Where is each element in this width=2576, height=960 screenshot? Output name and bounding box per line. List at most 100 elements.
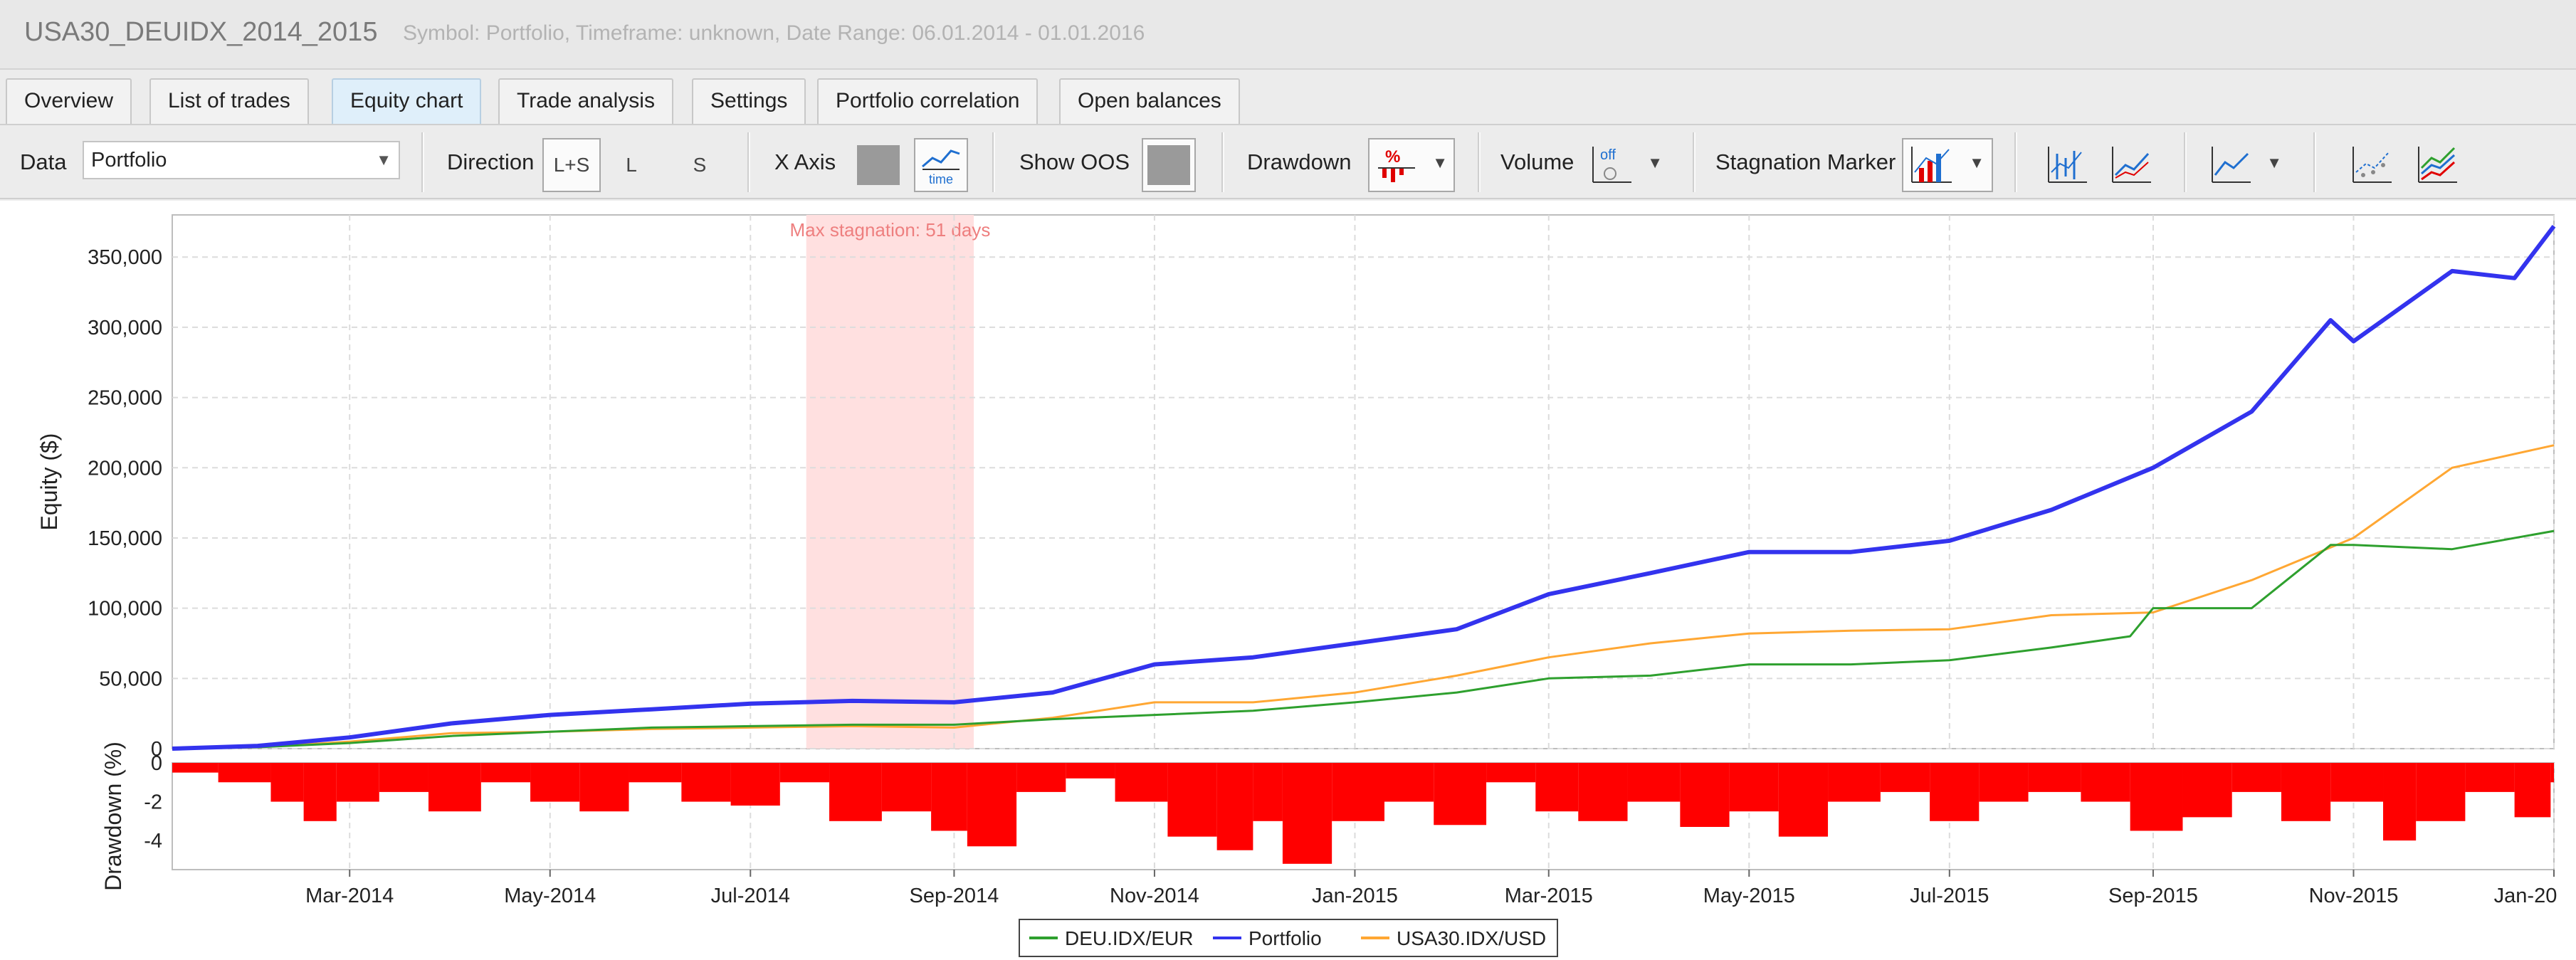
x-tick-label: May-2014: [504, 885, 596, 907]
scatter-chart-button[interactable]: [2345, 138, 2399, 192]
drawdown-bar: [2550, 763, 2554, 783]
drawdown-bar: [1434, 763, 1487, 826]
drawdown-bar: [2182, 763, 2232, 818]
x-tick-label: Jul-2014: [711, 885, 790, 907]
xaxis-trades-button[interactable]: [851, 138, 905, 192]
drawdown-bar: [1115, 763, 1168, 802]
toolbar-divider: [747, 132, 750, 192]
tab-open-balances[interactable]: Open balances: [1059, 78, 1240, 124]
drawdown-bar: [730, 763, 780, 806]
volume-label: Volume: [1500, 149, 1574, 174]
drawdown-bar: [2081, 763, 2130, 802]
drawdown-bar: [1729, 763, 1779, 812]
legend-label-portfolio: Portfolio: [1248, 927, 1322, 949]
equity-plot-area: [172, 214, 2555, 749]
drawdown-bar: [1828, 763, 1881, 802]
candle-chart-button[interactable]: [2040, 138, 2094, 192]
x-tick-label: Nov-2014: [1110, 885, 1199, 907]
line-style-icon: [2212, 147, 2251, 183]
drawdown-bar: [480, 763, 531, 783]
legend-box: [1019, 919, 1558, 957]
volume-dropdown[interactable]: off ▼: [1584, 138, 1670, 192]
drawdown-bar: [1880, 763, 1930, 792]
tab-settings[interactable]: Settings: [692, 78, 806, 124]
chevron-down-icon: ▼: [1647, 154, 1663, 172]
y-tick-label: 50,000: [99, 668, 162, 690]
drawdown-bar: [2130, 763, 2183, 831]
toolbar-divider: [2184, 132, 2187, 192]
drawdown-bar: [1930, 763, 1980, 821]
drawdown-bar: [1253, 763, 1283, 821]
dd-y-tick-label: -4: [144, 830, 162, 853]
data-select[interactable]: Portfolio ▼: [83, 141, 400, 179]
tab-trade-analysis[interactable]: Trade analysis: [498, 78, 673, 124]
drawdown-bar: [1384, 763, 1434, 802]
tab-list-of-trades[interactable]: List of trades: [149, 78, 309, 124]
dd-y-tick-label: -2: [144, 791, 162, 814]
drawdown-bar: [379, 763, 429, 792]
chevron-down-icon: ▼: [1969, 154, 1984, 172]
chevron-down-icon: ▼: [376, 151, 391, 169]
dd-y-tick-label: 0: [151, 752, 162, 775]
multi-series-button[interactable]: [2410, 138, 2464, 192]
drawdown-bar: [1578, 763, 1628, 821]
oos-chart-icon: [1147, 145, 1190, 185]
svg-text:%: %: [1385, 147, 1400, 167]
x-tick-label: Jul-2015: [1910, 885, 1989, 907]
line-chart-icon: [857, 145, 900, 185]
legend-label-usa30-idx-usd: USA30.IDX/USD: [1397, 927, 1546, 949]
drawdown-bar: [2383, 763, 2417, 841]
drawdown-bar: [1680, 763, 1730, 827]
drawdown-label: Drawdown: [1247, 149, 1352, 174]
line-style-dropdown[interactable]: ▼: [2204, 138, 2289, 192]
drawdown-bar: [1778, 763, 1829, 837]
tab-bar: Overview List of trades Equity chart Tra…: [0, 70, 2576, 124]
toolbar-divider: [2313, 132, 2316, 192]
drawdown-axis-title: Drawdown (%): [100, 742, 126, 891]
y-tick-label: 200,000: [88, 457, 162, 480]
equity-line-button[interactable]: [2104, 138, 2158, 192]
toolbar-divider: [992, 132, 995, 192]
toolbar-divider: [1221, 132, 1224, 192]
time-chart-icon: [922, 149, 960, 170]
y-tick-label: 100,000: [88, 598, 162, 621]
drawdown-bar: [303, 763, 337, 821]
drawdown-bar: [2231, 763, 2281, 792]
drawdown-bar: [1216, 763, 1253, 850]
tab-portfolio-correlation[interactable]: Portfolio correlation: [817, 78, 1039, 124]
legend-label-deu-idx-eur: DEU.IDX/EUR: [1065, 927, 1193, 949]
toolbar-divider: [1693, 132, 1696, 192]
toolbar-divider: [2014, 132, 2017, 192]
stagnation-label: Max stagnation: 51 days: [789, 219, 990, 241]
tab-equity-chart[interactable]: Equity chart: [332, 78, 482, 124]
direction-long-short-button[interactable]: L+S: [542, 138, 601, 192]
stagnation-marker-dropdown[interactable]: ▼: [1902, 138, 1993, 192]
stagnation-bar-icon: [1911, 147, 1952, 183]
show-oos-label: Show OOS: [1019, 149, 1130, 174]
drawdown-bar: [1486, 763, 1536, 783]
data-label: Data: [20, 149, 67, 174]
y-tick-label: 0: [151, 738, 162, 761]
drawdown-bar: [1282, 763, 1332, 864]
drawdown-bar: [967, 763, 1017, 847]
drawdown-bar: [829, 763, 882, 821]
report-title: USA30_DEUIDX_2014_2015: [24, 17, 378, 47]
direction-long-button[interactable]: L: [626, 154, 637, 176]
drawdown-bar: [1332, 763, 1384, 821]
x-tick-label: Jan-20: [2494, 885, 2557, 907]
xaxis-time-button[interactable]: time: [914, 138, 968, 192]
drawdown-bar: [931, 763, 967, 831]
title-bar: USA30_DEUIDX_2014_2015 Symbol: Portfolio…: [0, 0, 2576, 70]
drawdown-bar: [681, 763, 731, 802]
x-tick-label: Sep-2015: [2108, 885, 2198, 907]
drawdown-bar: [218, 763, 271, 783]
series-line-portfolio: [172, 224, 2556, 751]
drawdown-bar: [2465, 763, 2515, 792]
drawdown-dropdown[interactable]: % ▼: [1368, 138, 1455, 192]
direction-short-button[interactable]: S: [693, 154, 707, 176]
show-oos-button[interactable]: [1142, 138, 1196, 192]
tab-overview[interactable]: Overview: [6, 78, 132, 124]
drawdown-bar: [336, 763, 379, 802]
y-axis-title: Equity ($): [36, 433, 62, 531]
drawdown-bar: [629, 763, 682, 783]
